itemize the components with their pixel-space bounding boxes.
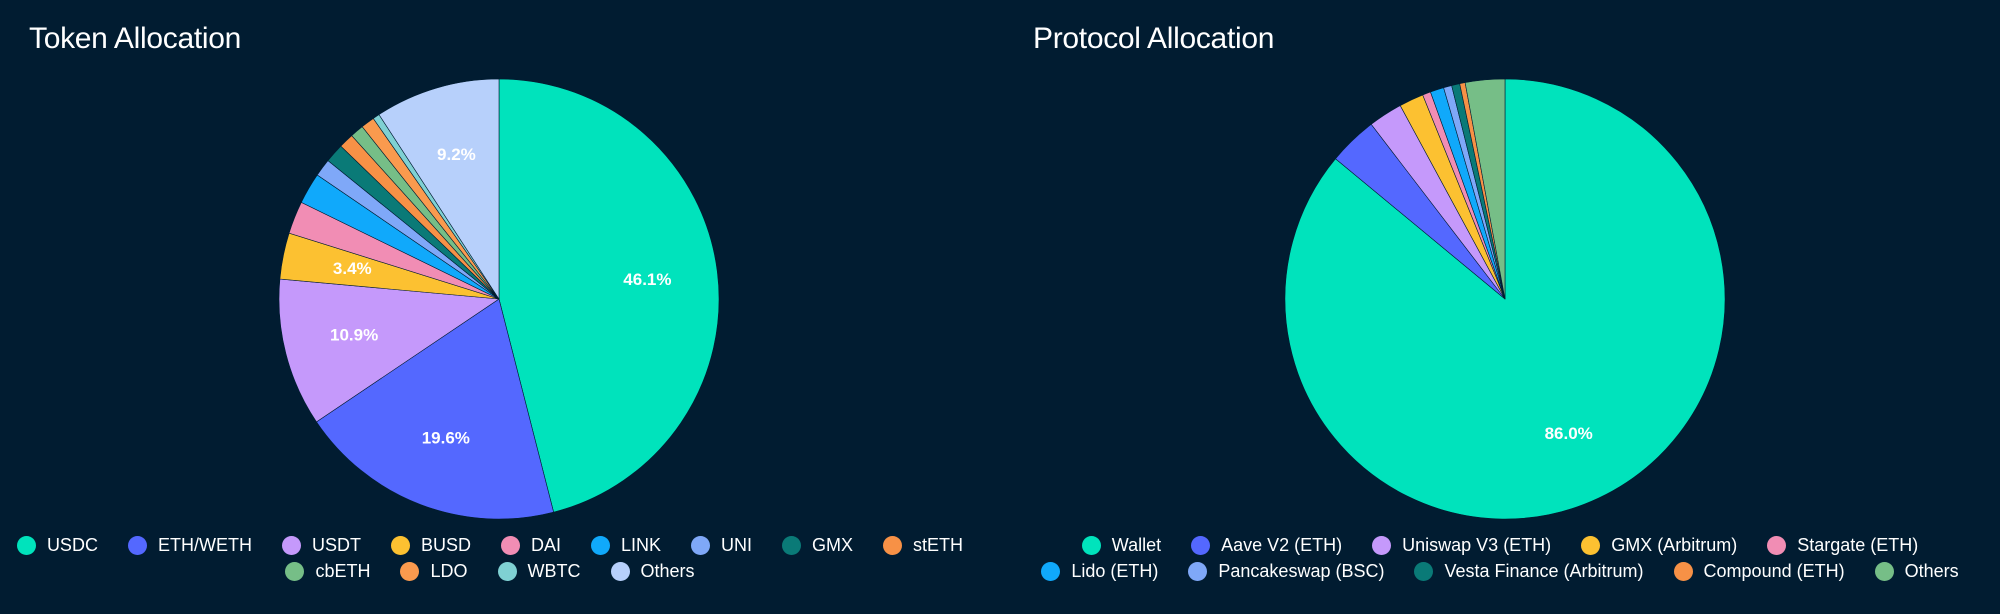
legend-item-dai[interactable]: DAI	[500, 534, 561, 555]
legend-label: Stargate (ETH)	[1797, 534, 1919, 555]
legend-item-stargate-eth[interactable]: Stargate (ETH)	[1767, 535, 1918, 555]
protocol-allocation-legend: Wallet Aave V2 (ETH) Uniswap V3 (ETH) GMX (…	[1000, 535, 2000, 581]
legend-label: cbETH	[315, 560, 371, 581]
legend-swatch	[691, 535, 711, 555]
legend-item-gmx[interactable]: GMX	[782, 535, 853, 555]
slice-value-label: 19.6%	[422, 428, 470, 447]
legend-label: LDO	[430, 560, 468, 581]
legend-item-usdt[interactable]: USDT	[281, 534, 361, 555]
legend-label: Uniswap V3 (ETH)	[1402, 534, 1552, 555]
legend-item-compound-eth[interactable]: Compound (ETH)	[1673, 560, 1845, 581]
slice-value-label: 10.9%	[330, 326, 378, 345]
legend-item-busd[interactable]: BUSD	[390, 534, 471, 555]
slice-value-label: 3.4%	[333, 259, 372, 278]
legend-item-uniswap-v3-eth[interactable]: Uniswap V3 (ETH)	[1372, 535, 1551, 555]
legend-item-pancakeswap-bsc[interactable]: Pancakeswap (BSC)	[1188, 561, 1384, 581]
pie-slice-others[interactable]	[1464, 78, 1506, 300]
legend-label: USDC	[46, 534, 98, 555]
legend-swatch	[497, 561, 517, 581]
legend-swatch	[500, 535, 520, 555]
pie-slice-usdc[interactable]	[498, 78, 720, 513]
protocol-allocation-panel: Protocol Allocation 86.0% Wallet Aave V2 …	[1000, 0, 2000, 614]
token-allocation-panel: Token Allocation 46.1% 19.6% 10.9% 3.4% 9.2%…	[0, 22, 990, 581]
legend-swatch	[1673, 561, 1693, 581]
legend-label: Others	[1904, 560, 1959, 581]
legend-item-usdc[interactable]: USDC	[16, 534, 98, 555]
legend-item-vesta-finance-arbitrum[interactable]: Vesta Finance (Arbitrum)	[1414, 560, 1644, 581]
legend-swatch	[590, 535, 610, 555]
legend-label: Wallet	[1111, 534, 1162, 555]
legend-item-gmx-arbitrum[interactable]: GMX (Arbitrum)	[1581, 535, 1737, 555]
legend-item-wbtc[interactable]: WBTC	[497, 560, 581, 581]
legend-item-link[interactable]: LINK	[590, 534, 662, 555]
slice-value-label: 86.0%	[1545, 424, 1593, 443]
legend-label: Lido (ETH)	[1071, 560, 1159, 581]
legend-item-steth[interactable]: stETH	[883, 535, 963, 555]
legend-swatch	[281, 535, 301, 555]
legend-swatch	[1188, 561, 1208, 581]
legend-swatch	[782, 535, 802, 555]
slice-value-label: 46.1%	[623, 270, 671, 289]
chart-title: Token Allocation	[29, 22, 242, 55]
legend-item-uni[interactable]: UNI	[691, 535, 752, 555]
legend-label: WBTC	[527, 560, 581, 581]
legend-swatch	[400, 561, 420, 581]
pie-slice-eth-weth[interactable]	[316, 298, 554, 520]
slice-value-label: 9.2%	[437, 145, 476, 164]
legend-swatch	[883, 535, 903, 555]
legend-item-others[interactable]: Others	[1874, 560, 1959, 581]
legend-swatch	[127, 535, 147, 555]
legend-swatch	[1767, 535, 1787, 555]
legend-swatch	[1191, 535, 1211, 555]
token-allocation-legend: USDC ETH/WETH USDT BUSD DAI LINK UNI GMX stETH cb…	[0, 535, 990, 581]
protocol-allocation-pie: 86.0%	[1284, 78, 1726, 520]
legend-label: stETH	[913, 534, 964, 555]
token-allocation-pie: 46.1% 19.6% 10.9% 3.4% 9.2%	[278, 78, 720, 520]
legend-swatch	[390, 535, 410, 555]
legend-label: GMX (Arbitrum)	[1611, 534, 1738, 555]
legend-swatch	[1414, 561, 1434, 581]
legend-label: Pancakeswap (BSC)	[1218, 560, 1385, 581]
legend-item-ldo[interactable]: LDO	[400, 560, 468, 581]
legend-label: ETH/WETH	[157, 534, 252, 555]
pie-slice-usdt[interactable]	[278, 278, 500, 423]
chart-title: Protocol Allocation	[1033, 22, 1275, 55]
legend-label: Compound (ETH)	[1703, 560, 1845, 581]
legend-item-eth-weth[interactable]: ETH/WETH	[127, 534, 252, 555]
legend-label: BUSD	[420, 534, 471, 555]
legend-item-lido-eth[interactable]: Lido (ETH)	[1041, 561, 1158, 581]
legend-label: DAI	[530, 534, 561, 555]
legend-item-others[interactable]: Others	[610, 560, 695, 581]
legend-swatch	[610, 561, 630, 581]
legend-item-aave-v2-eth[interactable]: Aave V2 (ETH)	[1191, 535, 1342, 555]
legend-swatch	[1081, 535, 1101, 555]
legend-swatch	[1874, 561, 1894, 581]
legend-swatch	[1372, 535, 1392, 555]
legend-label: Aave V2 (ETH)	[1221, 534, 1343, 555]
legend-swatch	[1041, 561, 1061, 581]
pie-slice-others[interactable]	[378, 78, 500, 301]
legend-label: Others	[640, 560, 695, 581]
legend-label: UNI	[721, 534, 753, 555]
legend-label: USDT	[311, 534, 361, 555]
legend-label: Vesta Finance (Arbitrum)	[1444, 560, 1644, 581]
legend-swatch	[285, 561, 305, 581]
legend-item-cbeth[interactable]: cbETH	[285, 561, 370, 581]
legend-item-wallet[interactable]: Wallet	[1081, 534, 1162, 555]
legend-swatch	[1581, 535, 1601, 555]
legend-swatch	[16, 535, 36, 555]
legend-label: GMX	[812, 534, 854, 555]
legend-label: LINK	[620, 534, 662, 555]
